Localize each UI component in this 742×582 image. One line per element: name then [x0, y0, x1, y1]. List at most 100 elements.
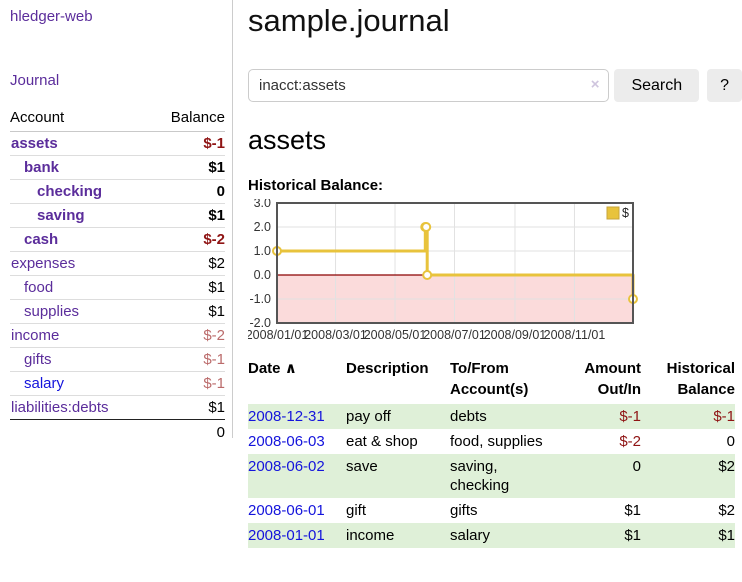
transaction-row[interactable]: 2008-12-31 pay off debts $-1 $-1: [248, 404, 735, 429]
account-row: supplies $1: [10, 299, 225, 324]
accounts-table: Account Balance assets $-1 bank $1 checking 0…: [10, 106, 225, 445]
accounts-total-spacer: [10, 419, 149, 445]
txn-accounts-cell: gifts: [450, 502, 478, 519]
account-heading: assets: [248, 125, 327, 155]
search-form: × Search ?: [248, 69, 742, 102]
account-balance: $-1: [148, 347, 225, 372]
account-row: expenses $2: [10, 251, 225, 276]
account-balance: 0: [148, 179, 225, 204]
sidebar: hledger-web Journal Account Balance asse…: [0, 0, 233, 445]
clear-search-icon[interactable]: ×: [590, 76, 600, 93]
txn-amount-cell: $-1: [619, 408, 641, 425]
txn-amount-cell: 0: [632, 458, 641, 475]
txn-date-link[interactable]: 2008-06-01: [248, 502, 325, 519]
svg-text:1.0: 1.0: [254, 244, 271, 258]
svg-text:3.0: 3.0: [254, 199, 271, 210]
sidebar-account-link[interactable]: saving: [37, 207, 85, 224]
account-name-cell: gifts: [10, 347, 149, 372]
transaction-row[interactable]: 2008-06-02 save saving, checking 0 $2: [248, 454, 735, 498]
chart-title: Historical Balance:: [248, 177, 384, 194]
transactions-header-row: Date ∧ Description To/From Account(s) Am…: [248, 356, 735, 404]
txn-balance-cell: $1: [718, 527, 735, 544]
svg-text:2008/01/01: 2008/01/01: [248, 328, 308, 342]
account-balance: $-1: [148, 371, 225, 396]
account-name-cell: expenses: [10, 251, 149, 276]
txn-description-cell: save: [346, 458, 378, 475]
transaction-row[interactable]: 2008-06-01 gift gifts $1 $2: [248, 498, 735, 523]
app-root: hledger-web Journal Account Balance asse…: [0, 0, 742, 548]
sidebar-account-link[interactable]: expenses: [11, 255, 76, 272]
help-button[interactable]: ?: [707, 69, 742, 102]
svg-text:2008/09/01: 2008/09/01: [484, 328, 547, 342]
account-name-cell: assets: [10, 132, 149, 156]
txn-amount-cell: $1: [624, 502, 641, 519]
txn-date-link[interactable]: 2008-06-02: [248, 458, 325, 475]
sidebar-item-journal[interactable]: Journal: [10, 72, 60, 89]
account-balance: $1: [148, 203, 225, 228]
account-balance: $2: [148, 251, 225, 276]
account-name-cell: food: [10, 275, 149, 300]
account-row: income $-2: [10, 323, 225, 348]
transactions-table: Date ∧ Description To/From Account(s) Am…: [248, 356, 735, 548]
sidebar-account-link[interactable]: gifts: [24, 351, 52, 368]
txn-date-link[interactable]: 2008-12-31: [248, 408, 325, 425]
sidebar-account-link[interactable]: salary: [24, 375, 65, 392]
account-name-cell: cash: [10, 227, 149, 252]
account-balance: $1: [148, 275, 225, 300]
accounts-header-balance: Balance: [148, 106, 225, 132]
col-accounts: To/From Account(s): [450, 360, 529, 398]
sidebar-account-link[interactable]: cash: [24, 231, 59, 248]
search-button[interactable]: Search: [614, 69, 700, 102]
accounts-total-value: 0: [148, 419, 225, 445]
svg-text:2.0: 2.0: [254, 220, 271, 234]
account-row: salary $-1: [10, 371, 225, 396]
search-input[interactable]: [248, 69, 610, 102]
txn-amount-cell: $1: [624, 527, 641, 544]
account-name-cell: bank: [10, 155, 149, 180]
col-balance: Historical Balance: [666, 360, 735, 398]
txn-date-cell: 2008-06-03: [248, 429, 346, 454]
sidebar-account-link[interactable]: supplies: [24, 303, 80, 320]
account-row: saving $1: [10, 203, 225, 228]
txn-date-cell: 2008-06-01: [248, 498, 346, 523]
account-name-cell: saving: [10, 203, 149, 228]
col-date-sortable[interactable]: Date ∧: [248, 356, 346, 404]
txn-date-link[interactable]: 2008-01-01: [248, 527, 325, 544]
account-name-cell: income: [10, 323, 149, 348]
chart-container: 3.0 2.0 1.0 0.0 -1.0 -2.0 2008/01/01 2008/03/01…: [248, 199, 742, 347]
txn-balance-cell: $-1: [713, 408, 735, 425]
account-balance: $1: [148, 155, 225, 180]
sidebar-account-link[interactable]: income: [11, 327, 60, 344]
svg-text:-1.0: -1.0: [249, 292, 271, 306]
sort-asc-icon: ∧: [284, 360, 297, 377]
search-box: ×: [248, 69, 610, 102]
txn-accounts-cell: saving, checking: [450, 458, 510, 494]
sidebar-account-link[interactable]: checking: [37, 183, 103, 200]
account-balance: $1: [148, 395, 225, 420]
sidebar-account-link[interactable]: food: [24, 279, 54, 296]
sidebar-account-link[interactable]: liabilities:debts: [11, 399, 109, 416]
svg-text:2008/05/01: 2008/05/01: [364, 328, 427, 342]
account-balance: $-2: [148, 227, 225, 252]
transaction-row[interactable]: 2008-01-01 income salary $1 $1: [248, 523, 735, 548]
txn-description-cell: pay off: [346, 408, 391, 425]
account-name-cell: supplies: [10, 299, 149, 324]
page-title: sample.journal: [248, 3, 450, 38]
txn-description-cell: income: [346, 527, 395, 544]
app-title-link[interactable]: hledger-web: [10, 8, 93, 25]
historical-balance-chart: 3.0 2.0 1.0 0.0 -1.0 -2.02008/01/012008/03/01…: [248, 199, 638, 342]
account-row: cash $-2: [10, 227, 225, 252]
accounts-total-row: 0: [10, 419, 225, 445]
txn-description-cell: gift: [346, 502, 367, 519]
svg-text:2008/07/01: 2008/07/01: [423, 328, 486, 342]
txn-date-cell: 2008-12-31: [248, 404, 346, 429]
sidebar-account-link[interactable]: bank: [24, 159, 60, 176]
txn-date-cell: 2008-01-01: [248, 523, 346, 548]
account-row: bank $1: [10, 155, 225, 180]
txn-accounts-cell: debts: [450, 408, 487, 425]
col-date-label: Date: [248, 360, 281, 377]
txn-date-link[interactable]: 2008-06-03: [248, 433, 325, 450]
account-row: liabilities:debts $1: [10, 395, 225, 420]
sidebar-account-link[interactable]: assets: [11, 135, 58, 152]
transaction-row[interactable]: 2008-06-03 eat & shop food, supplies $-2 0: [248, 429, 735, 454]
